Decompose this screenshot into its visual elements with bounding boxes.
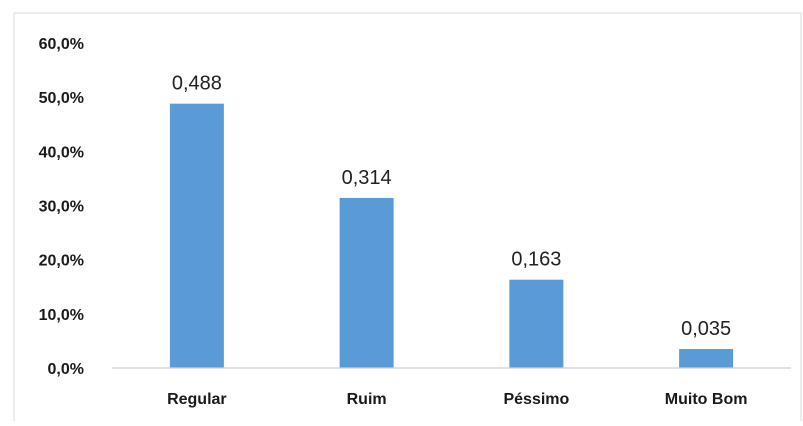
y-tick-label: 40,0% [39,144,84,161]
y-tick-label: 30,0% [39,199,84,216]
data-label: 0,314 [342,167,392,189]
y-tick-label: 10,0% [39,307,84,324]
data-label: 0,163 [511,249,561,271]
x-tick-label: Muito Bom [665,391,748,408]
x-tick-label: Regular [167,391,227,408]
data-label: 0,035 [681,318,731,340]
data-label: 0,488 [172,73,222,95]
x-tick-label: Péssimo [503,391,569,408]
bar-muito-bom [679,349,734,368]
bars [169,103,734,369]
bar-ruim [339,197,394,368]
bar-regular [169,103,224,369]
data-labels: 0,488 0,314 0,163 0,035 [172,73,731,340]
y-axis-ticks: 0,0% 10,0% 20,0% 30,0% 40,0% 50,0% 60,0% [39,36,84,378]
y-tick-label: 50,0% [39,90,84,107]
y-tick-label: 60,0% [39,36,84,53]
y-tick-label: 0,0% [48,361,84,378]
y-tick-label: 20,0% [39,253,84,270]
x-tick-label: Ruim [347,391,387,408]
x-axis-labels: Regular Ruim Péssimo Muito Bom [167,391,747,408]
bar-péssimo [509,279,564,368]
